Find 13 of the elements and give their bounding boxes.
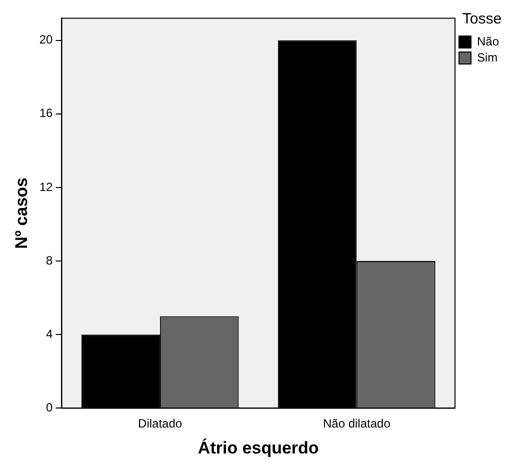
x-axis-title: Átrio esquerdo bbox=[198, 437, 319, 458]
legend-title: Tosse bbox=[462, 10, 502, 28]
x-tick-label: Não dilatado bbox=[322, 416, 391, 431]
legend-label: Não bbox=[476, 34, 500, 48]
y-tick-label: 0 bbox=[46, 400, 54, 415]
legend-label: Sim bbox=[476, 50, 498, 64]
y-tick-label: 4 bbox=[46, 326, 54, 341]
y-tick-label: 16 bbox=[39, 106, 54, 120]
x-tick-label: Dilatado bbox=[138, 416, 182, 431]
y-tick-label: 8 bbox=[46, 253, 54, 268]
y-axis-title: Nº casos bbox=[12, 177, 31, 249]
y-tick-label: 12 bbox=[39, 180, 54, 194]
y-tick-label: 20 bbox=[39, 32, 54, 47]
